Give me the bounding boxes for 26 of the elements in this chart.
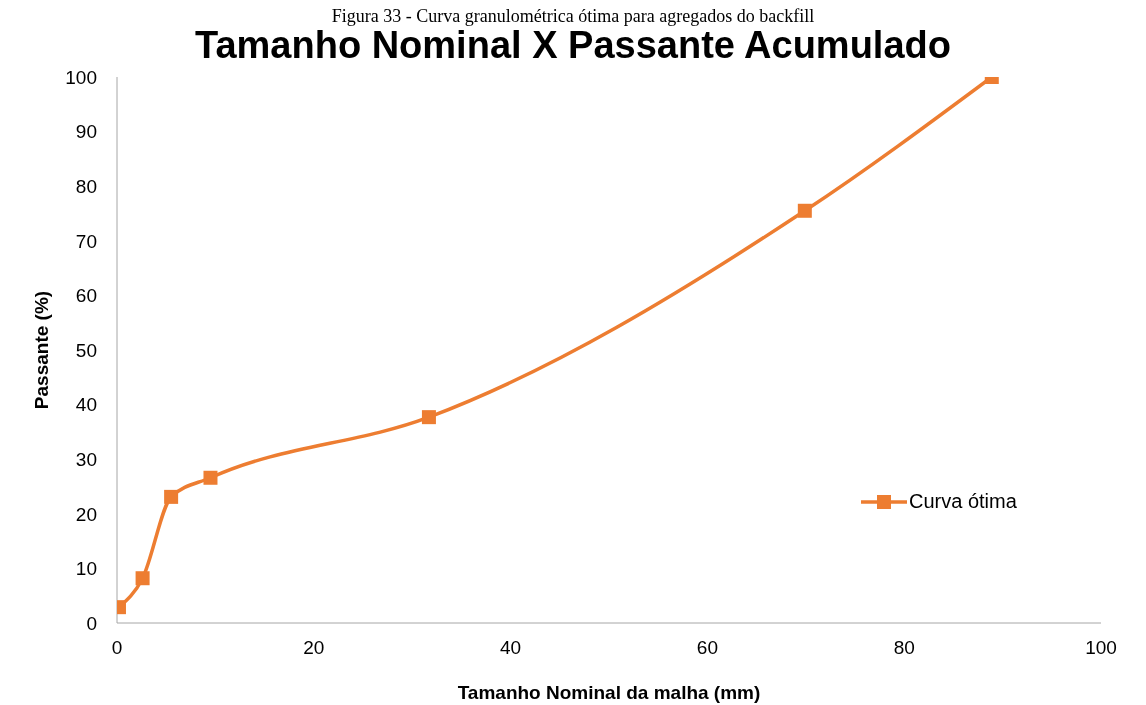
point bbox=[135, 571, 150, 586]
text: Figura 33 - Curva granulométrica ótima para agregados do backfill bbox=[330, 6, 816, 27]
y-tick-label: 60 bbox=[75, 285, 97, 307]
y-axis-title: Passante (%) bbox=[30, 290, 52, 410]
y-tick-label: 90 bbox=[75, 121, 97, 143]
y-tick-label: 70 bbox=[75, 230, 97, 252]
y-tick-label: 100 bbox=[65, 66, 97, 88]
x-tick-label: 100 bbox=[1085, 637, 1117, 659]
x-tick-label: 0 bbox=[111, 637, 123, 659]
y-tick-label: 80 bbox=[75, 175, 97, 197]
point bbox=[203, 470, 218, 485]
x-tick-label: 80 bbox=[893, 637, 915, 659]
x-tick-label: 60 bbox=[696, 637, 718, 659]
x-tick-label: 20 bbox=[303, 637, 325, 659]
y-tick-label: 50 bbox=[75, 339, 97, 361]
y-tick-label: 10 bbox=[75, 558, 97, 580]
point bbox=[164, 489, 179, 504]
y-tick-label: 0 bbox=[86, 612, 97, 634]
x-tick-label: 40 bbox=[500, 637, 522, 659]
y-tick-label: 40 bbox=[75, 394, 97, 416]
point bbox=[421, 410, 436, 425]
legend-label: Curva ótima bbox=[909, 490, 1017, 513]
y-tick-label: 30 bbox=[75, 448, 97, 470]
x-axis-title: Tamanho Nominal da malha (mm) bbox=[457, 682, 761, 703]
y-tick-label: 20 bbox=[75, 503, 97, 525]
point bbox=[797, 203, 812, 218]
